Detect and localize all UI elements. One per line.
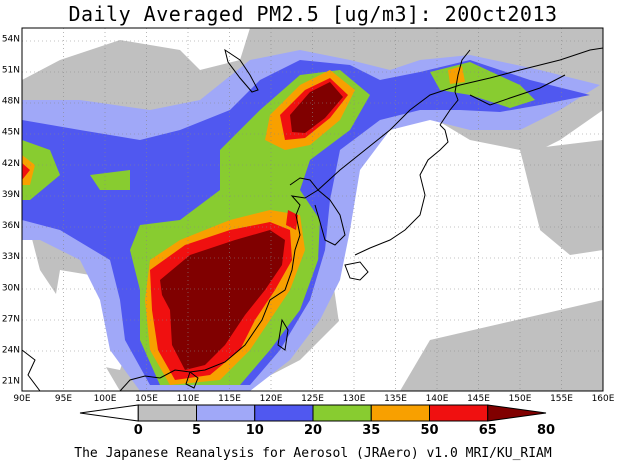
coastline-russia — [317, 47, 604, 191]
colorbar-swatch — [312, 404, 372, 422]
colorbar-swatch — [370, 404, 430, 422]
colorbar: 0 5 10 20 35 50 65 80 — [79, 404, 555, 438]
lat-tick-label: 51N — [2, 65, 20, 75]
lat-tick-label: 24N — [2, 346, 20, 356]
coastline-hainan — [185, 371, 199, 389]
longitude-tick-labels: 90E 95E 100E 105E 110E 115E 120E 125E 130E 135E 14… — [13, 394, 614, 404]
coastline-korea — [314, 189, 346, 246]
colorbar-label: 20 — [304, 423, 322, 438]
lon-tick-label: 115E — [218, 394, 241, 404]
lon-tick-label: 145E — [467, 394, 490, 404]
lat-tick-label: 42N — [2, 159, 20, 169]
colorbar-label: 35 — [362, 423, 380, 438]
colorbar-swatch — [196, 404, 256, 422]
lat-tick-label: 30N — [2, 283, 20, 293]
data-credit: The Japanese Reanalysis for Aerosol (JRA… — [74, 446, 552, 461]
coastline-kurils — [469, 74, 566, 106]
lon-tick-label: 90E — [13, 394, 30, 404]
coastlines — [21, 47, 604, 392]
colorbar-swatch — [429, 404, 489, 422]
colorbar-label: 50 — [420, 423, 438, 438]
map-frame — [21, 27, 604, 392]
lon-tick-label: 160E — [592, 394, 615, 404]
lon-tick-label: 95E — [55, 394, 72, 404]
latitude-tick-labels: 21N 24N 27N 30N 33N 36N 39N 42N 45N 48N 51N 54N — [2, 34, 20, 386]
lon-tick-label: 155E — [550, 394, 573, 404]
coastline-indochina — [119, 375, 161, 392]
lat-tick-label: 36N — [2, 221, 20, 231]
colorbar-label: 65 — [479, 423, 497, 438]
lon-tick-label: 100E — [94, 394, 117, 404]
colorbar-swatch — [137, 404, 197, 422]
coastline-sakhalin — [454, 49, 471, 93]
lat-tick-label: 54N — [2, 34, 20, 44]
pm25-band-5-10-se — [400, 300, 603, 391]
graticule — [22, 28, 603, 391]
lat-tick-label: 45N — [2, 128, 20, 138]
map-title: Daily Averaged PM2.5 [ug/m3]: 20Oct2013 — [68, 2, 558, 26]
lon-tick-label: 120E — [260, 394, 283, 404]
colorbar-label: 5 — [192, 423, 201, 438]
lon-tick-label: 110E — [177, 394, 200, 404]
pm25-band-50-65 — [22, 66, 465, 385]
colorbar-label: 10 — [246, 423, 264, 438]
lat-tick-label: 27N — [2, 314, 20, 324]
coastline-mainland — [159, 177, 319, 379]
lat-tick-label: 33N — [2, 252, 20, 262]
colorbar-label: 80 — [537, 423, 555, 438]
lake-baikal — [224, 48, 259, 93]
lon-tick-label: 125E — [301, 394, 324, 404]
pm25-concentration-field — [22, 28, 603, 391]
coastline-japan — [344, 91, 459, 281]
lat-tick-label: 39N — [2, 190, 20, 200]
lon-tick-label: 105E — [135, 394, 158, 404]
colorbar-swatch — [487, 404, 547, 422]
colorbar-swatch — [79, 404, 139, 422]
colorbar-swatch — [254, 404, 314, 422]
colorbar-label: 0 — [134, 423, 143, 438]
pm25-band-5-10-east — [520, 140, 603, 255]
coastline-west-south — [21, 349, 41, 392]
pm25-band-80-plus — [160, 82, 343, 370]
lon-tick-label: 150E — [509, 394, 532, 404]
lon-tick-label: 140E — [426, 394, 449, 404]
lon-tick-label: 135E — [384, 394, 407, 404]
coastline-taiwan — [277, 318, 289, 351]
lat-tick-label: 48N — [2, 97, 20, 107]
lat-tick-label: 21N — [2, 377, 20, 387]
lon-tick-label: 130E — [343, 394, 366, 404]
